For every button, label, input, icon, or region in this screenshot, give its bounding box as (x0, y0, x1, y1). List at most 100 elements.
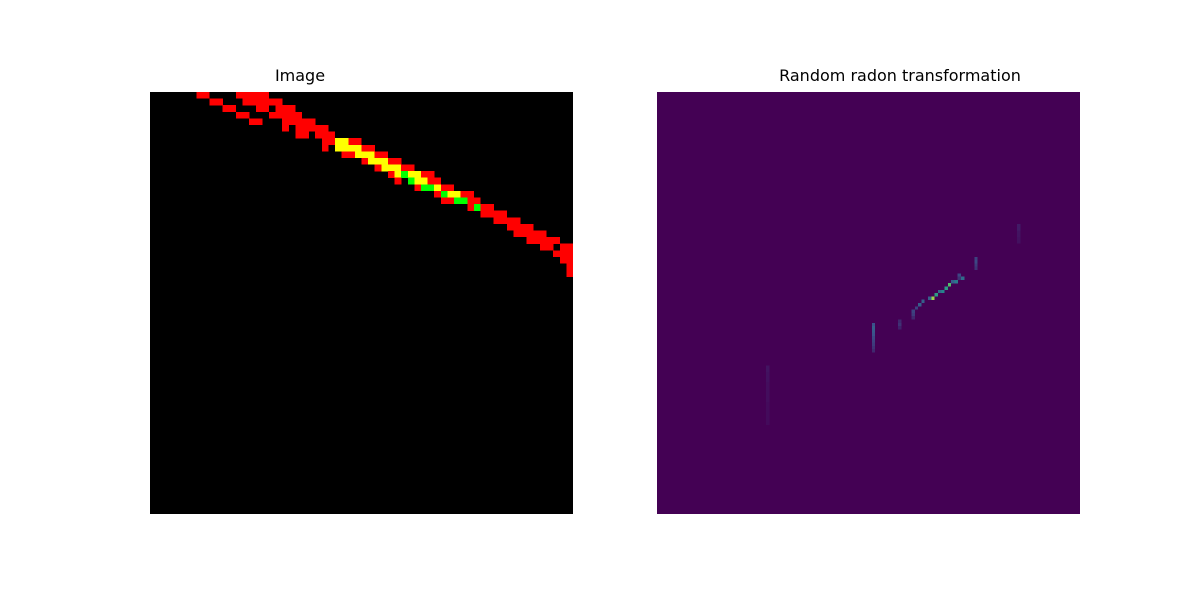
heatmap-cell (766, 398, 770, 402)
heatmap-cell (255, 92, 263, 99)
heatmap-cell (526, 230, 534, 238)
heatmap-cell (288, 105, 296, 112)
heatmap-cell (394, 157, 402, 165)
heatmap-cell (335, 138, 342, 145)
image-heatmap (150, 92, 573, 514)
heatmap-cell (427, 171, 435, 178)
heatmap-cell (467, 197, 474, 205)
heatmap-cell (335, 144, 342, 152)
heatmap-cell (295, 131, 303, 139)
heatmap-cell (315, 131, 322, 139)
heatmap-cell (434, 184, 441, 192)
heatmap-cell (947, 283, 952, 287)
heatmap-cell (914, 306, 919, 310)
heatmap-cell (288, 118, 296, 126)
heatmap-cell (381, 157, 389, 165)
heatmap-cell (480, 210, 488, 218)
heatmap-cell (242, 92, 250, 99)
heatmap-cell (766, 395, 770, 399)
heatmap-cell (766, 392, 770, 396)
heatmap-cell (407, 177, 415, 185)
heatmap-cell (520, 223, 527, 231)
heatmap-cell (414, 184, 422, 192)
heatmap-cell (513, 230, 521, 238)
heatmap-cell (447, 197, 455, 205)
heatmap-cell (374, 157, 382, 165)
heatmap-cell (407, 171, 415, 178)
heatmap-cell (566, 243, 573, 251)
heatmap-cell (374, 164, 382, 172)
heatmap-cell (553, 250, 560, 257)
heatmap-cell (209, 98, 217, 106)
heatmap-cell (871, 342, 876, 346)
heatmap-cell (506, 223, 514, 231)
heatmap-cell (328, 131, 336, 139)
heatmap-cell (931, 296, 935, 300)
heatmap-cell (1017, 227, 1021, 231)
heatmap-cell (420, 177, 428, 185)
heatmap-cell (766, 411, 770, 416)
heatmap-cell (871, 345, 876, 350)
heatmap-cell (282, 111, 289, 119)
heatmap-cell (394, 177, 402, 185)
heatmap-cell (454, 197, 461, 205)
heatmap-cell (766, 375, 770, 379)
heatmap-cell (934, 293, 938, 297)
chart-title-radon: Random radon transformation (779, 66, 1021, 85)
heatmap-cell (401, 171, 408, 178)
heatmap-cell (911, 309, 915, 313)
heatmap-cell (368, 144, 375, 152)
heatmap-cell (381, 151, 389, 159)
heatmap-cell (1017, 233, 1021, 238)
heatmap-cell (275, 105, 283, 112)
heatmap-cell (368, 157, 375, 165)
heatmap-cell (871, 349, 876, 353)
heatmap-cell (1017, 230, 1021, 234)
heatmap-cell (520, 230, 527, 238)
heatmap-cell (268, 111, 276, 119)
heatmap-cell (918, 303, 922, 307)
heatmap-cell (427, 177, 435, 185)
heatmap-cell (275, 98, 283, 106)
heatmap-cell (321, 138, 329, 145)
heatmap-cell (434, 190, 441, 198)
heatmap-cell (394, 164, 402, 172)
heatmap-cell (941, 289, 945, 294)
heatmap-cell (302, 124, 309, 132)
heatmap-cell (467, 204, 474, 211)
heatmap-cell (766, 378, 770, 383)
heatmap-cell (467, 190, 474, 198)
heatmap-cell (473, 204, 481, 211)
heatmap-cell (766, 372, 770, 376)
heatmap-cell (235, 111, 243, 119)
heatmap-cell (341, 151, 349, 159)
heatmap-cell (262, 92, 270, 99)
heatmap-cell (566, 256, 573, 264)
heatmap-cell (974, 263, 978, 267)
heatmap-cell (361, 144, 369, 152)
heatmap-cell (282, 105, 289, 112)
heatmap-cell (944, 286, 948, 290)
heatmap-cell (546, 243, 554, 251)
heatmap-cell (546, 237, 554, 244)
heatmap-cell (427, 184, 435, 192)
heatmap-cell (460, 197, 468, 205)
heatmap-cell (381, 164, 389, 172)
heatmap-cell (249, 118, 256, 126)
heatmap-cell (1017, 237, 1021, 241)
heatmap-cell (420, 184, 428, 192)
chart-title-image: Image (274, 66, 326, 85)
heatmap-cell (414, 177, 422, 185)
heatmap-cell (288, 111, 296, 119)
heatmap-cell (434, 177, 441, 185)
heatmap-cell (487, 210, 494, 218)
heatmap-cell (460, 190, 468, 198)
heatmap-cell (957, 276, 962, 280)
heatmap-cell (974, 260, 978, 264)
heatmap-cell (242, 98, 250, 106)
heatmap-cell (196, 92, 204, 99)
heatmap-cell (275, 111, 283, 119)
heatmap-cell (315, 124, 322, 132)
heatmap-cell (961, 276, 965, 280)
heatmap-cell (361, 157, 369, 165)
